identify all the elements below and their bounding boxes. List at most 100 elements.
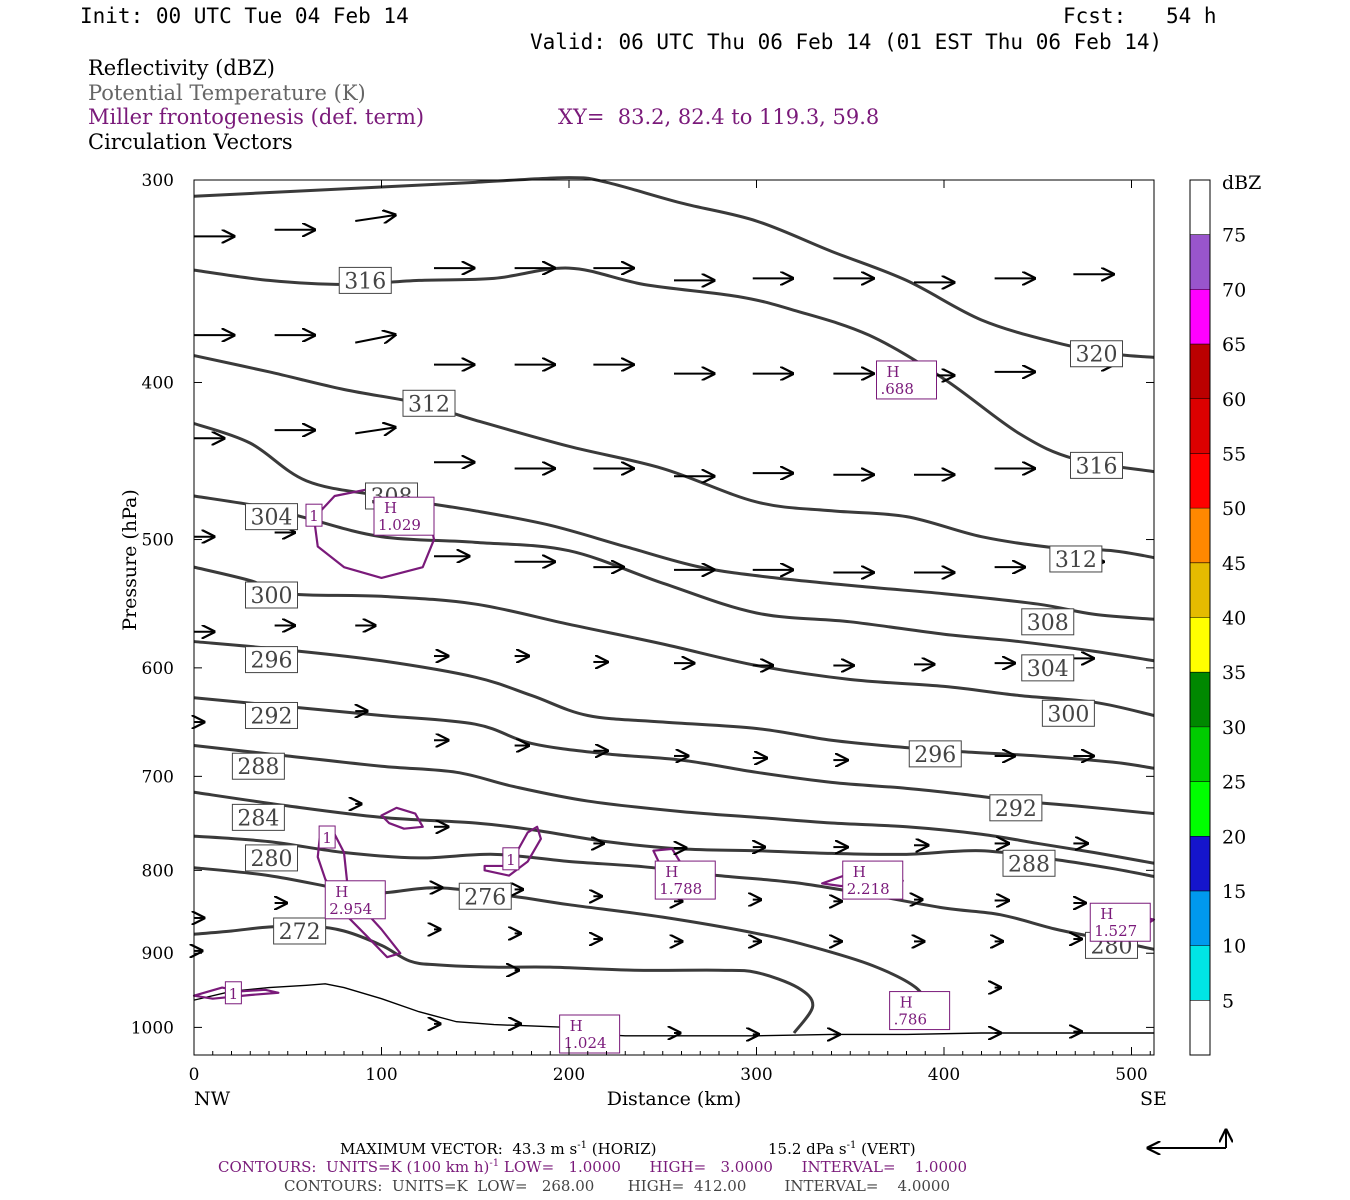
theta-label: 296 <box>251 649 293 674</box>
theta-label-box <box>245 701 298 729</box>
horiz-tag: (HORIZ) <box>591 1140 657 1158</box>
frontogenesis-label-box <box>324 880 386 920</box>
theta-label-box <box>458 882 512 910</box>
colorbar-label: 75 <box>1222 225 1246 247</box>
colorbar-label: 55 <box>1222 443 1246 465</box>
frontogenesis-contour <box>380 806 424 830</box>
x-tick-label: 0 <box>189 1065 200 1085</box>
colorbar-segment <box>1190 781 1210 837</box>
frontogenesis-label-box <box>654 860 716 900</box>
colorbar-label: 25 <box>1222 772 1246 794</box>
colorbar-label: 45 <box>1222 553 1246 575</box>
theta-label: 276 <box>464 885 506 910</box>
theta-label: 316 <box>1076 454 1118 479</box>
theta-label-box <box>245 503 298 531</box>
theta-label: 312 <box>1055 548 1097 573</box>
frontogenesis-label-box <box>1089 902 1151 942</box>
legend-reflectivity: Reflectivity (dBZ) <box>88 56 276 80</box>
x-tick-label: 300 <box>740 1065 772 1085</box>
colorbar-segment <box>1190 836 1210 891</box>
theta-contour-304 <box>193 494 1155 663</box>
theta-label: 292 <box>995 797 1037 822</box>
theta-label: 304 <box>251 506 293 531</box>
x-tick-label: 400 <box>928 1065 960 1085</box>
x-axis-left-end-label: NW <box>194 1088 231 1110</box>
legend-frontogenesis: Miller frontogenesis (def. term) <box>88 105 425 129</box>
colorbar-segment <box>1190 1000 1210 1055</box>
theta-label-box <box>273 917 327 945</box>
frontogenesis-label-box <box>559 1014 621 1054</box>
footer-contours-theta: CONTOURS: UNITS=K LOW= 268.00 HIGH= 412.… <box>284 1177 950 1195</box>
frontogenesis-high-label: H <box>887 363 900 381</box>
theta-label: 280 <box>251 847 293 872</box>
theta-contour-316 <box>193 266 1155 474</box>
footer-max-vector-vert: 15.2 dPa s-1 (VERT) <box>768 1140 916 1158</box>
frontogenesis-high-value: 2.954 <box>329 900 372 918</box>
colorbar-label: 65 <box>1222 334 1246 356</box>
theta-label: 288 <box>1008 852 1050 877</box>
theta-contour-296 <box>193 640 1155 770</box>
theta-label: 320 <box>1076 343 1118 368</box>
max-vector-value: MAXIMUM VECTOR: 43.3 m s <box>340 1140 578 1158</box>
colorbar-segment <box>1190 726 1210 782</box>
exp: -1 <box>577 1140 587 1151</box>
theta-contour-308 <box>193 422 1155 621</box>
theta-label-box <box>231 752 285 780</box>
frontogenesis-contour-label: 1 <box>309 507 319 525</box>
theta-label-box <box>1070 340 1123 368</box>
theta-label-box <box>402 389 456 417</box>
vert-tag: (VERT) <box>861 1140 916 1158</box>
reference-vector-icon <box>1148 1130 1226 1148</box>
y-tick-label: 400 <box>142 373 174 393</box>
frontogenesis-high-value: 1.029 <box>378 516 421 534</box>
theta-label: 292 <box>251 704 293 729</box>
colorbar-label: 50 <box>1222 498 1246 520</box>
colorbar-label: 35 <box>1222 662 1246 684</box>
exp: -1 <box>489 1158 500 1169</box>
frontogenesis-high-label: H <box>570 1017 583 1035</box>
circulation-vector <box>355 427 395 433</box>
frontogenesis-label-box <box>305 503 323 527</box>
frontogenesis-label-box <box>889 991 951 1031</box>
circulation-vector <box>355 335 395 343</box>
theta-label: 296 <box>914 743 956 768</box>
frontogenesis-high-label: H <box>853 863 866 881</box>
footer-contours-frontogenesis: CONTOURS: UNITS=K (100 km h)-1 LOW= 1.00… <box>218 1158 967 1176</box>
frontogenesis-contour-label: 1 <box>229 985 239 1003</box>
theta-label-box <box>245 581 298 609</box>
theta-label: 300 <box>251 584 293 609</box>
theta-label-box <box>231 803 285 831</box>
frontogenesis-contour-label: 1 <box>506 851 516 869</box>
frontogenesis-high-label: H <box>900 994 913 1012</box>
frontogenesis-label-box <box>373 496 435 536</box>
theta-label: 316 <box>344 269 386 294</box>
theta-label-box <box>1041 699 1095 727</box>
y-tick-label: 1000 <box>131 1018 174 1038</box>
frontogenesis-high-value: 1.024 <box>564 1034 607 1052</box>
x-tick-label: 500 <box>1115 1065 1147 1085</box>
footer-max-vector: MAXIMUM VECTOR: 43.3 m s-1 (HORIZ) <box>340 1140 657 1158</box>
theta-contour-288 <box>193 744 1155 865</box>
frontogenesis-high-value: .688 <box>881 380 914 398</box>
frontogenesis-label-box <box>224 981 242 1005</box>
theta-contour-276 <box>193 866 928 1029</box>
y-tick-label: 600 <box>142 659 174 679</box>
theta-label-box <box>245 646 298 674</box>
x-tick-label: 200 <box>553 1065 585 1085</box>
forecast-label: Fcst: <box>1063 4 1127 28</box>
exp: -1 <box>846 1140 857 1151</box>
colorbar-segment <box>1190 508 1210 563</box>
contours1-rest: LOW= 1.0000 HIGH= 3.0000 INTERVAL= 1.000… <box>499 1158 968 1176</box>
frontogenesis-high-label: H <box>384 499 397 517</box>
theta-label-box <box>1049 545 1103 573</box>
forecast-hour: 54 h <box>1166 4 1217 28</box>
frontogenesis-high-value: 2.218 <box>847 880 890 898</box>
theta-contour-320 <box>193 176 1155 359</box>
theta-label: 312 <box>408 392 450 417</box>
colorbar-label: 40 <box>1222 608 1246 630</box>
frontogenesis-label-box <box>842 860 904 900</box>
theta-contour-312 <box>193 354 1155 560</box>
y-tick-label: 300 <box>142 171 174 191</box>
frontogenesis-high-label: H <box>335 883 348 901</box>
colorbar-unit: dBZ <box>1222 172 1261 194</box>
